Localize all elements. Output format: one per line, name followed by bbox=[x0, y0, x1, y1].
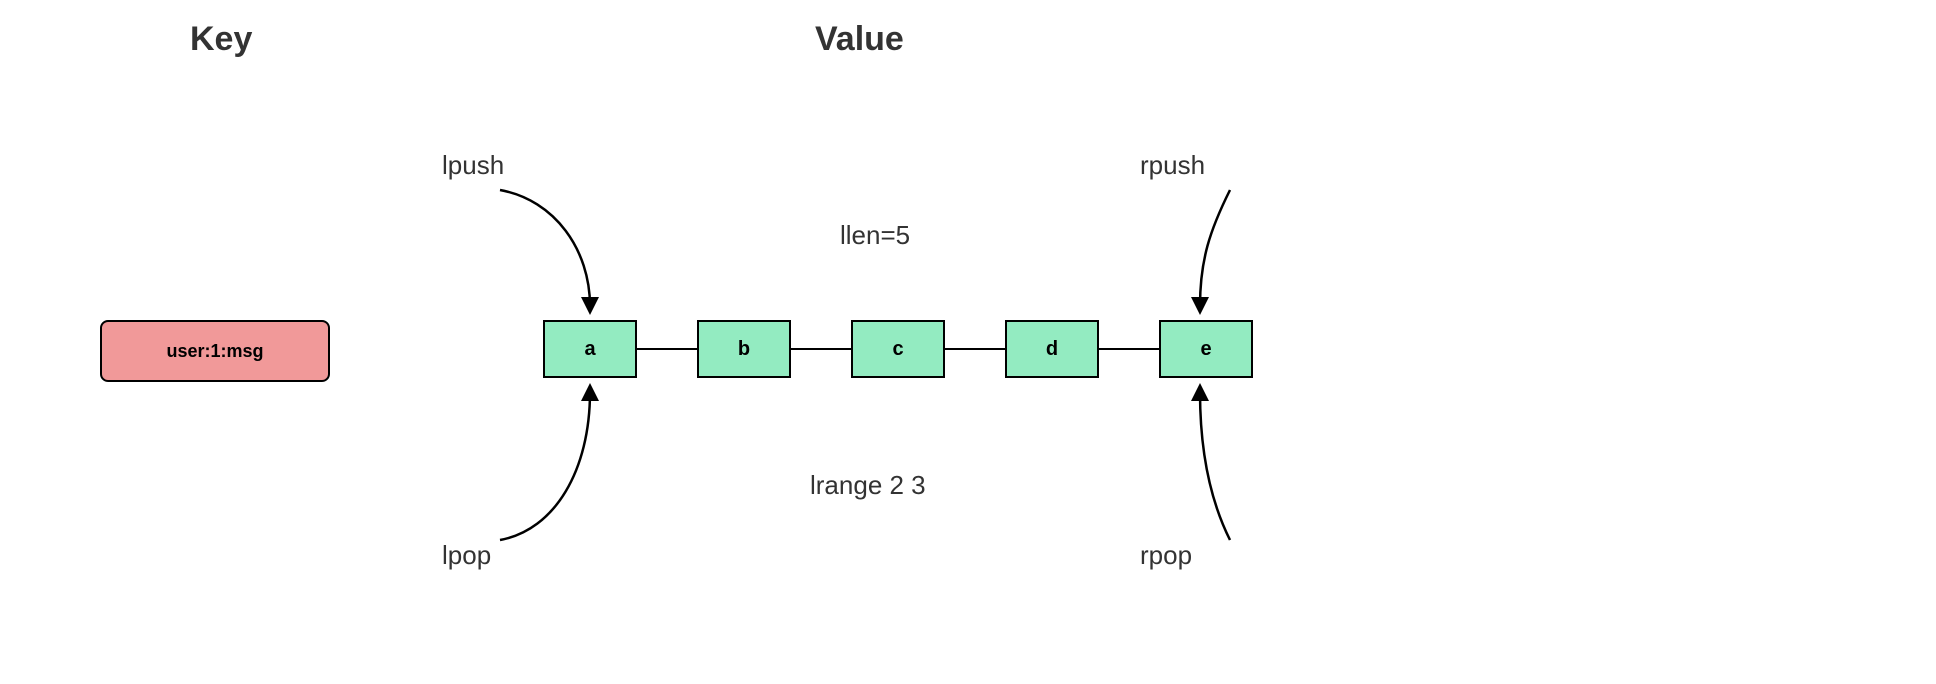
list-node: a bbox=[543, 320, 637, 378]
list-node: d bbox=[1005, 320, 1099, 378]
label-lpop: lpop bbox=[442, 540, 491, 571]
heading-value: Value bbox=[815, 20, 904, 59]
label-lpush: lpush bbox=[442, 150, 504, 181]
label-rpop: rpop bbox=[1140, 540, 1192, 571]
key-box: user:1:msg bbox=[100, 320, 330, 382]
list-node: c bbox=[851, 320, 945, 378]
diagram-canvas: Key Value user:1:msg a b c d e lpush lpop rp… bbox=[0, 0, 1936, 684]
label-rpush: rpush bbox=[1140, 150, 1205, 181]
heading-key: Key bbox=[190, 20, 252, 59]
label-lrange: lrange 2 3 bbox=[810, 470, 926, 501]
label-llen: llen=5 bbox=[840, 220, 910, 251]
list-node: b bbox=[697, 320, 791, 378]
list-node: e bbox=[1159, 320, 1253, 378]
